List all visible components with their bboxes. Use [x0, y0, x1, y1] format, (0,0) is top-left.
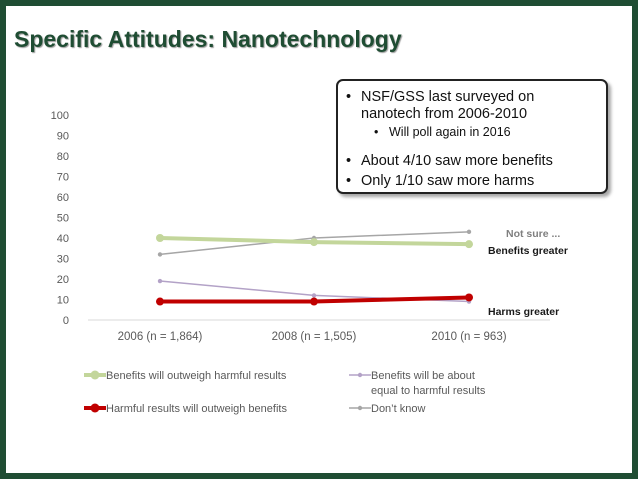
data-point	[311, 293, 317, 298]
legend-swatch-marker	[357, 405, 363, 411]
y-tick-label: 30	[57, 254, 69, 266]
legend-swatch-marker	[90, 370, 100, 380]
legend-label-line-2: equal to harmful results	[371, 385, 486, 397]
series-end-label: Benefits greater	[488, 245, 568, 257]
callout-bullet-3-text: Only 1/10 saw more harms	[361, 173, 535, 189]
y-tick-label: 0	[63, 315, 69, 327]
legend-swatch-marker	[90, 403, 100, 413]
bullet-dot: •	[346, 153, 352, 169]
series-end-label: Not sure ...	[506, 228, 560, 240]
callout-bullet-1-line-1: NSF/GSS last surveyed on	[361, 89, 535, 105]
bullet-dot: •	[346, 89, 352, 105]
y-tick-label: 70	[57, 172, 69, 184]
bullet-dot: •	[346, 173, 352, 189]
data-point	[156, 297, 164, 306]
x-tick-label: 2006 (n = 1,864)	[118, 331, 203, 343]
line-chart: 0 10 20 30 40 50 60 70 80 90 100 2006 (n = 1,864) 20…	[51, 110, 568, 415]
callout-bullet-2-text: About 4/10 saw more benefits	[361, 153, 553, 169]
callout-box: • NSF/GSS last surveyed on nanotech from…	[336, 79, 608, 194]
legend-label: Benefits will be about	[371, 370, 475, 382]
series-end-label: Harms greater	[488, 306, 559, 318]
x-tick-label: 2010 (n = 963)	[431, 331, 506, 343]
data-point	[466, 229, 472, 235]
data-point	[310, 238, 318, 247]
slide-title: Specific Attitudes: Nanotechnology	[14, 26, 402, 52]
legend-label: Don’t know	[371, 403, 425, 415]
legend-swatch-marker	[357, 372, 363, 378]
callout-sub-bullet-text: Will poll again in 2016	[389, 125, 511, 139]
y-tick-label: 80	[57, 151, 69, 163]
legend-label: Harmful results will outweigh benefits	[106, 403, 287, 415]
legend-label: Benefits will outweigh harmful results	[106, 370, 287, 382]
y-tick-label: 50	[57, 213, 69, 225]
data-point	[465, 293, 473, 302]
y-tick-label: 10	[57, 295, 69, 307]
y-tick-label: 40	[57, 233, 69, 245]
slide: Specific Attitudes: Nanotechnology 0 10 20…	[6, 6, 632, 473]
y-tick-label: 60	[57, 192, 69, 204]
y-tick-label: 100	[51, 110, 69, 122]
callout-bullet-1-line-2: nanotech from 2006-2010	[361, 106, 528, 122]
x-tick-label: 2008 (n = 1,505)	[272, 331, 357, 343]
data-point	[156, 234, 164, 242]
data-point	[157, 252, 163, 257]
bullet-dot: •	[374, 125, 379, 139]
data-point	[157, 278, 163, 284]
y-tick-label: 20	[57, 274, 69, 286]
data-point	[310, 297, 318, 306]
y-tick-label: 90	[57, 131, 69, 143]
data-point	[465, 240, 473, 249]
